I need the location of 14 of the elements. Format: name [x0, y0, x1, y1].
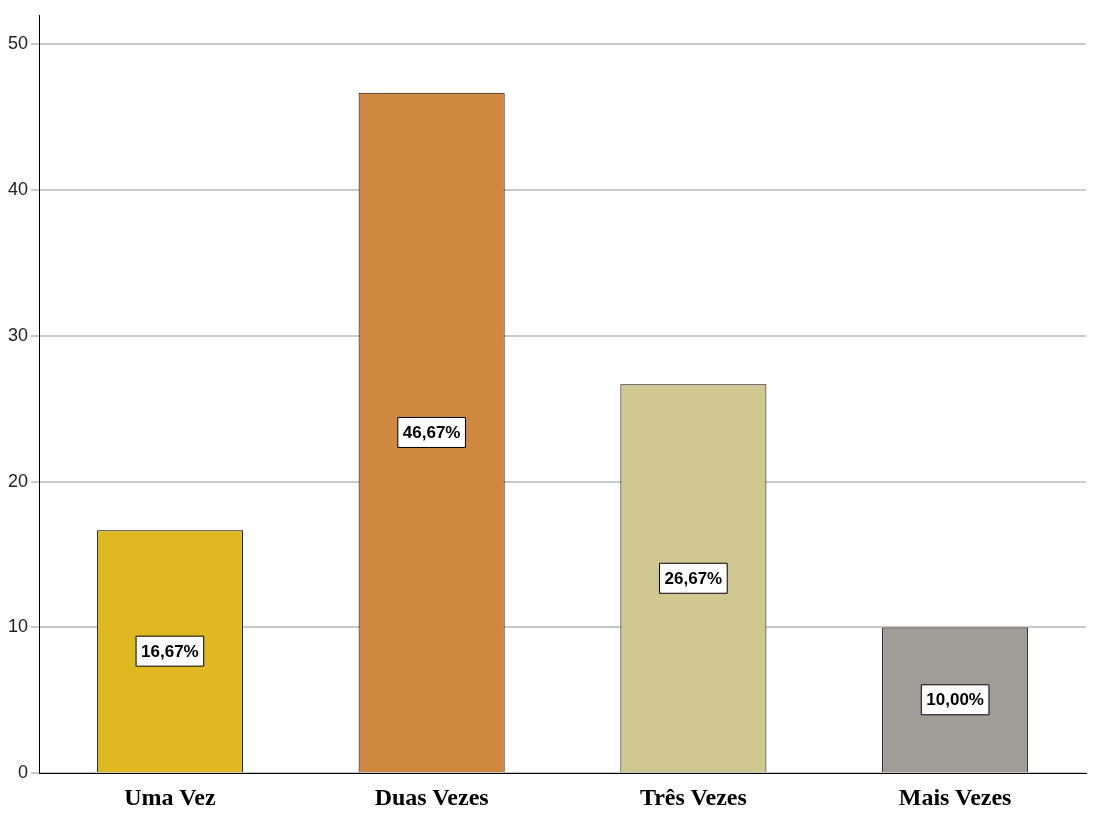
data-label: 10,00%	[926, 690, 984, 710]
y-tick-label: 10	[7, 616, 29, 637]
y-tick-label: 40	[7, 178, 29, 199]
y-tick-label: 50	[7, 33, 29, 54]
y-tick-label: 20	[7, 470, 29, 491]
x-tick-label: Três Vezes	[639, 783, 747, 810]
data-label: 46,67%	[402, 423, 461, 443]
x-tick-label: Uma Vez	[124, 783, 216, 810]
y-tick-label: 30	[7, 324, 29, 345]
y-tick-label: 0	[18, 762, 29, 783]
data-label: 26,67%	[664, 568, 723, 588]
data-label: 16,67%	[141, 641, 199, 661]
x-tick-label: Mais Vezes	[898, 783, 1012, 810]
x-tick-label: Duas Vezes	[374, 783, 489, 810]
